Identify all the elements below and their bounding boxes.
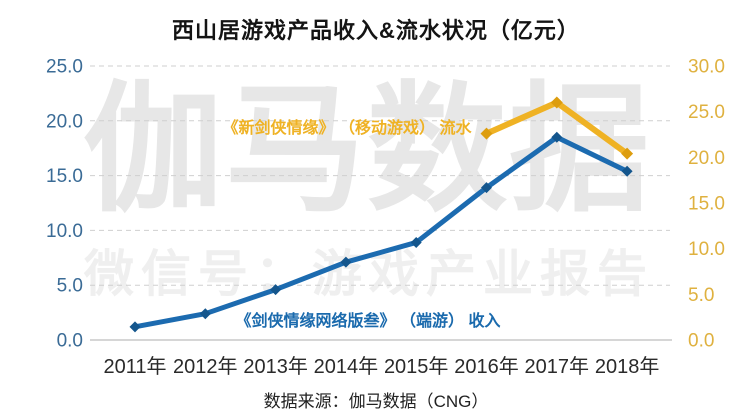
data-point-marker [621, 165, 633, 177]
right-axis-tick-label: 0.0 [688, 331, 714, 352]
chart-title: 西山居游戏产品收入&流水状况（亿元） [172, 18, 580, 43]
left-axis-tick-label: 0.0 [57, 331, 83, 352]
left-axis-tick-label: 15.0 [46, 166, 83, 187]
left-axis-tick-label: 20.0 [46, 111, 83, 132]
right-axis-tick-label: 15.0 [688, 194, 725, 215]
right-axis-tick-label: 10.0 [688, 239, 725, 260]
x-axis-label: 2014年 [314, 355, 379, 378]
data-point-marker [480, 127, 493, 140]
data-point-marker [199, 308, 211, 320]
x-axis-label: 2015年 [384, 355, 449, 378]
mobile-flow-line [483, 99, 631, 157]
x-axis-label: 2012年 [173, 355, 238, 378]
pc-revenue-line [132, 134, 630, 330]
data-point-marker [481, 182, 492, 194]
mobile-flow-series-label: 《新剑侠情缘》 （移动游戏） 流水 [222, 120, 472, 137]
data-point-marker [550, 96, 563, 109]
right-axis-tick-label: 5.0 [688, 285, 714, 306]
x-axis-label: 2016年 [454, 355, 519, 378]
left-axis-tick-label: 5.0 [57, 276, 83, 297]
data-point-marker [270, 284, 282, 296]
data-point-marker [621, 147, 634, 160]
x-axis-label: 2017年 [525, 355, 590, 378]
data-point-marker [551, 131, 563, 143]
right-axis-tick-label: 30.0 [688, 57, 725, 78]
x-axis-label: 2013年 [243, 355, 308, 378]
x-axis-label: 2011年 [103, 355, 166, 378]
left-axis-tick-label: 10.0 [46, 221, 83, 242]
data-point-marker [340, 256, 352, 268]
data-source-note: 数据来源：伽马数据（CNG） [263, 392, 489, 411]
data-point-marker [129, 321, 141, 333]
right-axis-tick-label: 25.0 [688, 102, 725, 123]
x-axis-label: 2018年 [595, 355, 660, 378]
data-point-marker [410, 236, 422, 248]
right-axis-tick-label: 20.0 [688, 148, 725, 169]
pc-revenue-series-label: 《剑侠情缘网络版叁》 （端游） 收入 [235, 313, 501, 330]
left-axis-tick-label: 25.0 [46, 57, 83, 78]
